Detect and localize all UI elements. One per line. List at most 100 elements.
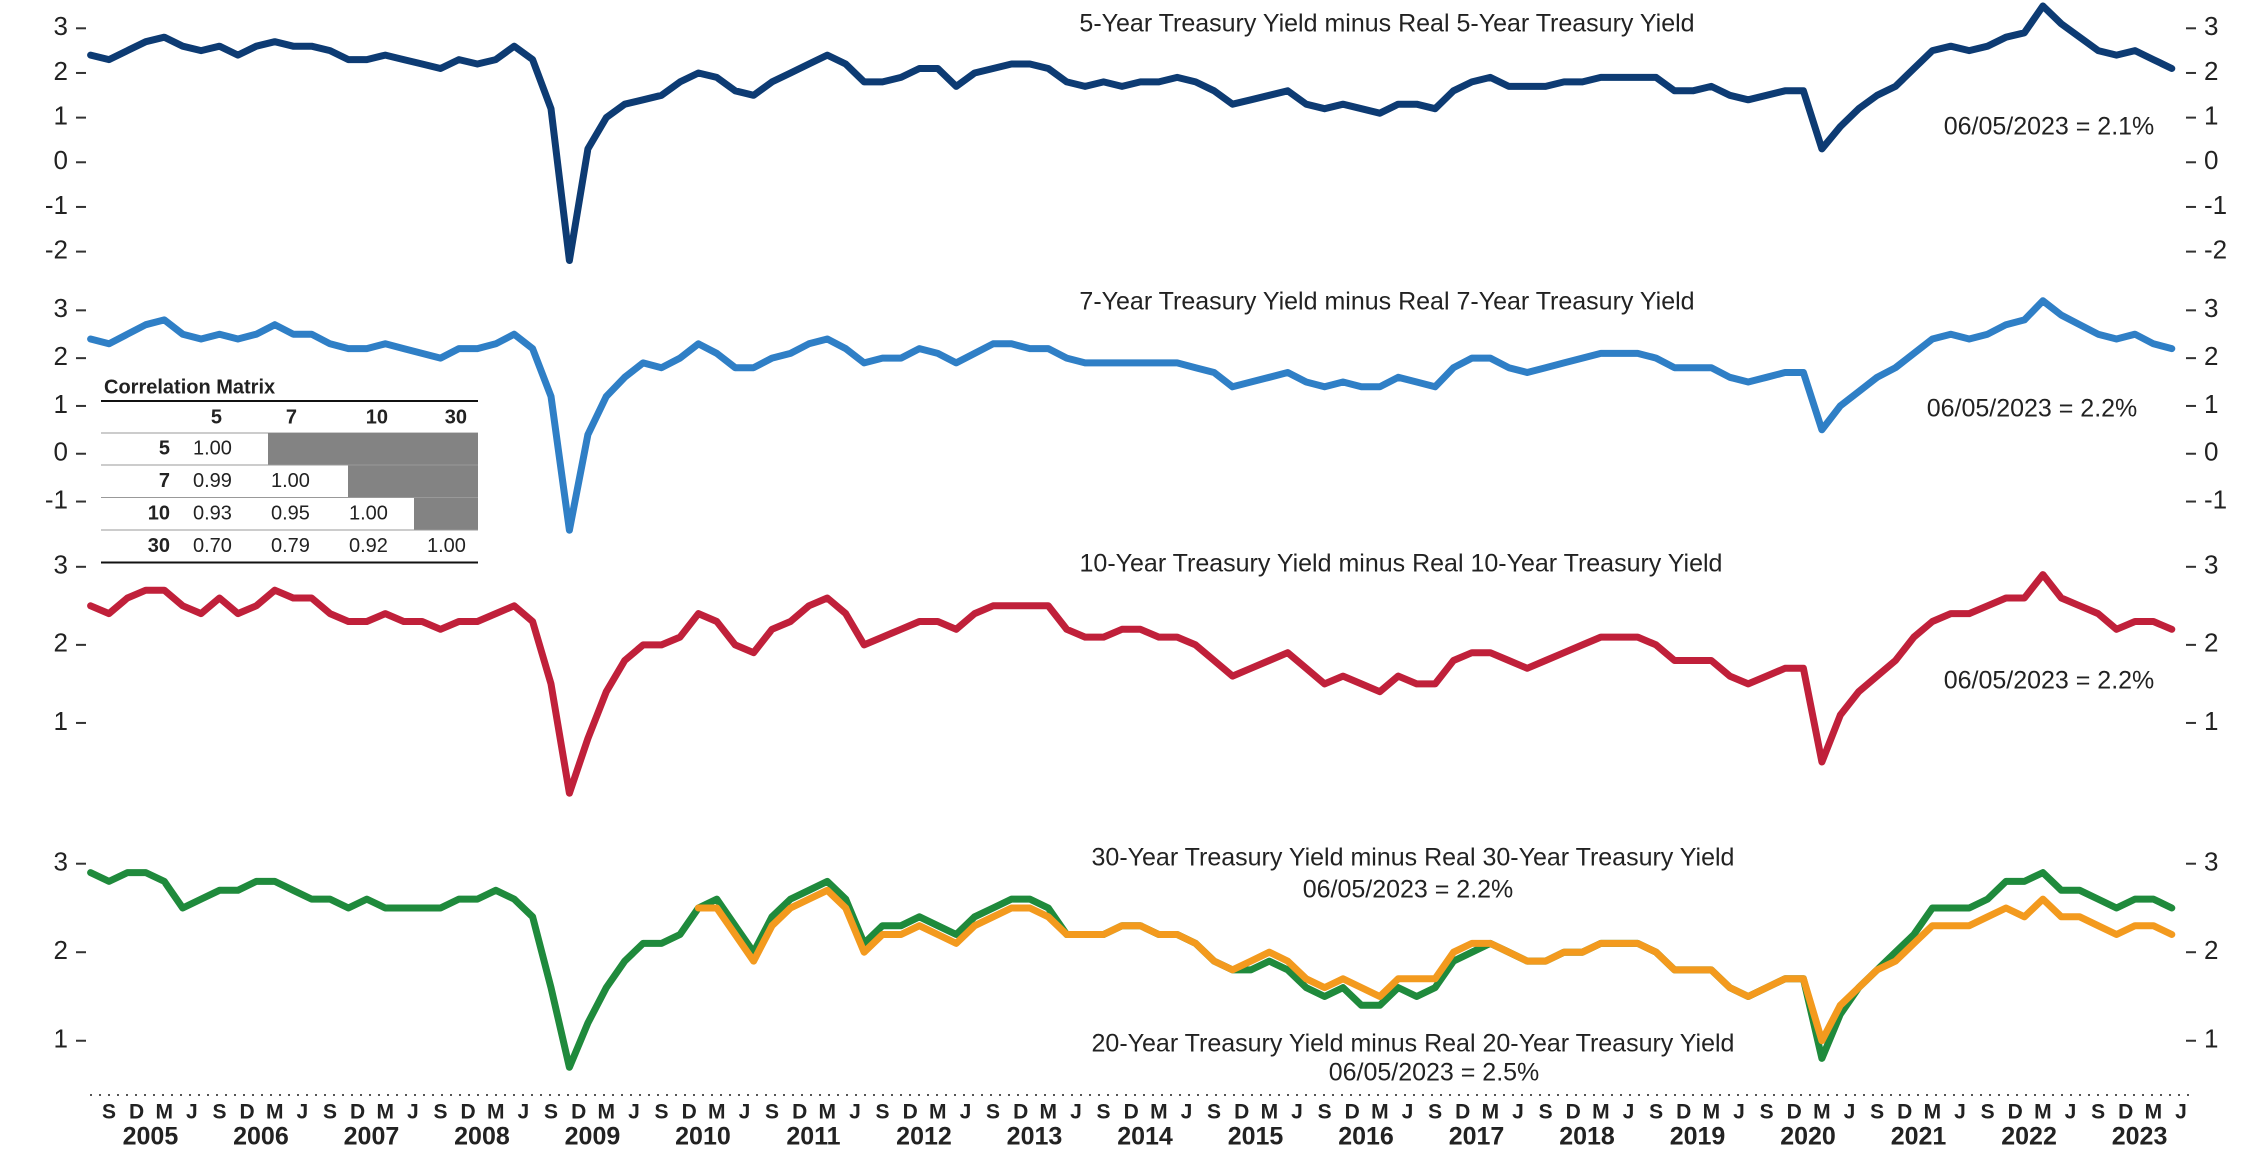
y2-tick-label: 3 [2204,550,2218,580]
x-tick-label: D [2118,1101,2133,1124]
x-tick-label: J [739,1101,751,1124]
x-tick-label: J [849,1101,861,1124]
year-label: 2018 [1559,1123,1615,1151]
year-label: 2006 [233,1123,289,1151]
y-tick-label: 3 [54,11,68,41]
x-tick-label: M [487,1101,505,1124]
y-tick-label: 2 [54,341,68,371]
table-row-label: 7 [159,470,170,492]
x-tick-label: J [1402,1101,1414,1124]
x-tick-label: D [1234,1101,1249,1124]
x-tick-label: D [1124,1101,1139,1124]
x-tick-label: S [1539,1101,1553,1124]
x-tick-label: M [266,1101,284,1124]
x-tick-label: S [1760,1101,1774,1124]
table-cell: 0.70 [193,535,232,557]
x-tick-label: S [1097,1101,1111,1124]
y2-tick-label: 3 [2204,293,2218,323]
y2-tick-label: -1 [2204,190,2227,220]
y-tick-label: 1 [54,706,68,736]
y-tick-label: 2 [54,628,68,658]
series-title: 30-Year Treasury Yield minus Real 30-Yea… [1092,844,1735,872]
x-tick-label: M [1040,1101,1058,1124]
x-tick-label: S [1428,1101,1442,1124]
year-label: 2008 [454,1123,510,1151]
y2-tick-label: 1 [2204,706,2218,736]
year-label: 2022 [2001,1123,2057,1151]
x-tick-label: J [1733,1101,1745,1124]
x-tick-label: D [129,1101,144,1124]
x-tick-label: J [407,1101,419,1124]
y-tick-label: 2 [54,935,68,965]
x-tick-label: D [2008,1101,2023,1124]
year-label: 2017 [1449,1123,1505,1151]
table-row-label: 10 [148,502,170,524]
x-tick-label: D [461,1101,476,1124]
x-tick-label: M [1150,1101,1168,1124]
table-empty-cell [348,465,414,498]
table-cell: 0.95 [271,502,310,524]
series-note: 06/05/2023 = 2.2% [1927,395,2138,423]
table-cell: 0.79 [271,535,310,557]
x-tick-label: S [212,1101,226,1124]
series-line [87,2,2176,264]
y-tick-label: -2 [45,234,68,264]
x-tick-label: D [1676,1101,1691,1124]
y-tick-label: 3 [54,847,68,877]
x-tick-label: D [682,1101,697,1124]
year-label: 2015 [1228,1123,1284,1151]
x-tick-label: S [434,1101,448,1124]
x-tick-label: D [903,1101,918,1124]
table-empty-cell [414,465,478,498]
y2-tick-label: 1 [2204,1024,2218,1054]
y2-tick-label: -2 [2204,234,2227,264]
x-tick-label: M [1703,1101,1721,1124]
x-tick-label: J [1181,1101,1193,1124]
x-tick-label: S [323,1101,337,1124]
table-cell: 1.00 [349,502,388,524]
y2-tick-label: 2 [2204,341,2218,371]
table-column: 7 [286,406,297,428]
x-tick-label: M [156,1101,174,1124]
x-tick-label: D [792,1101,807,1124]
y-tick-label: 3 [54,293,68,323]
table-cell: 0.93 [193,502,232,524]
year-label: 2021 [1891,1123,1947,1151]
x-tick-label: J [297,1101,309,1124]
year-label: 2013 [1007,1123,1063,1151]
x-tick-label: S [1870,1101,1884,1124]
y-tick-label: 1 [54,1024,68,1054]
table-cell: 1.00 [271,470,310,492]
year-label: 2020 [1780,1123,1836,1151]
x-tick-label: D [1566,1101,1581,1124]
x-tick-label: J [628,1101,640,1124]
table-row-label: 5 [159,437,170,459]
year-label: 2023 [2112,1123,2168,1151]
x-tick-label: D [1787,1101,1802,1124]
year-label: 2009 [565,1123,621,1151]
series-line [694,886,2176,1045]
y-tick-label: 3 [54,550,68,580]
x-tick-label: D [1345,1101,1360,1124]
year-label: 2005 [123,1123,179,1151]
x-tick-label: S [2091,1101,2105,1124]
y2-tick-label: 2 [2204,56,2218,86]
y2-tick-label: 1 [2204,100,2218,130]
x-tick-label: S [876,1101,890,1124]
x-tick-label: J [1623,1101,1635,1124]
table-column: 10 [366,406,388,428]
y-tick-label: 0 [54,437,68,467]
x-tick-label: M [1482,1101,1500,1124]
year-label: 2019 [1670,1123,1726,1151]
series-title: 10-Year Treasury Yield minus Real 10-Yea… [1080,550,1723,578]
x-tick-label: M [1924,1101,1942,1124]
x-tick-label: S [655,1101,669,1124]
year-label: 2016 [1338,1123,1394,1151]
x-tick-label: J [1291,1101,1303,1124]
x-tick-label: J [1844,1101,1856,1124]
x-tick-label: M [929,1101,947,1124]
y-tick-label: 0 [54,145,68,175]
table-empty-cell [268,433,348,465]
